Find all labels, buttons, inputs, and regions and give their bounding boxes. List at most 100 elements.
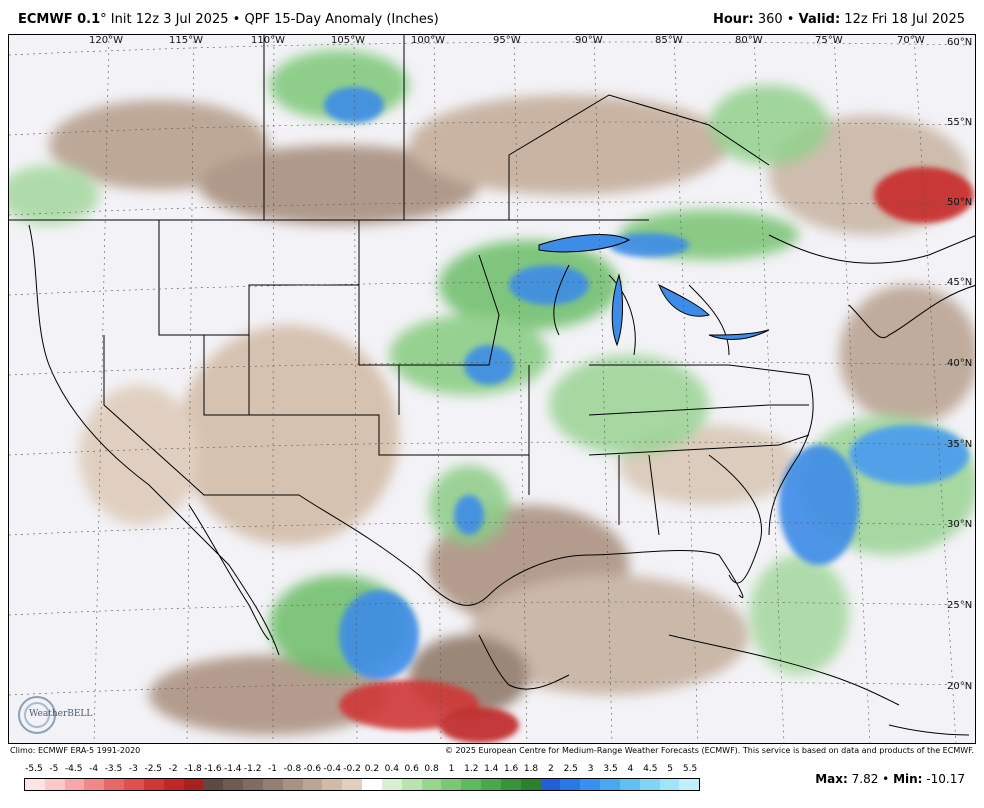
colorbar-segment bbox=[362, 779, 382, 790]
colorbar-tick-label: -4 bbox=[89, 764, 99, 774]
colorbar-segment bbox=[243, 779, 263, 790]
lon-label: 100°W bbox=[411, 35, 445, 46]
colorbar-segment bbox=[143, 779, 164, 790]
colorbar-segment bbox=[84, 779, 105, 790]
colorbar-tick-label: 1 bbox=[448, 764, 455, 774]
colorbar-tick-label: 0.8 bbox=[424, 764, 439, 774]
colorbar-tick-label: 0.4 bbox=[384, 764, 399, 774]
lon-label: 90°W bbox=[575, 35, 603, 46]
degree-symbol: ° bbox=[100, 12, 107, 27]
colorbar-segment bbox=[639, 779, 660, 790]
anomaly-map: 120°W 115°W 110°W 105°W 100°W 95°W 90°W … bbox=[8, 34, 976, 744]
colorbar-tick-label: 0.2 bbox=[364, 764, 380, 774]
max-label: Max: bbox=[815, 772, 848, 786]
hour-value: 360 bbox=[757, 12, 783, 27]
colorbar-tick-label: -1.8 bbox=[184, 764, 202, 774]
colorbar-segment bbox=[481, 779, 501, 790]
colorbar-tick-label: -0.8 bbox=[283, 764, 302, 774]
colorbar-tick-label: 4 bbox=[627, 764, 634, 774]
separator: • bbox=[882, 772, 890, 786]
lat-label: 40°N bbox=[947, 358, 973, 369]
colorbar-tick-label: -1 bbox=[268, 764, 278, 774]
colorbar-segment bbox=[600, 779, 620, 790]
valid-value: 12z Fri 18 Jul 2025 bbox=[844, 12, 965, 27]
colorbar-segment bbox=[421, 779, 442, 790]
colorbar-tick-label: 1.2 bbox=[464, 764, 479, 774]
colorbar-tick-label: -3.5 bbox=[104, 764, 123, 774]
colorbar-segment bbox=[223, 779, 244, 790]
colorbar-tick-label: -2.5 bbox=[144, 764, 163, 774]
colorbar-segment bbox=[679, 779, 700, 790]
colorbar-tick-label: 5 bbox=[667, 764, 674, 774]
title-right: Hour: 360 • Valid: 12z Fri 18 Jul 2025 bbox=[713, 12, 965, 27]
colorbar-segment bbox=[461, 779, 482, 790]
lat-label: 25°N bbox=[947, 600, 973, 611]
product-name: QPF 15-Day Anomaly (Inches) bbox=[244, 12, 439, 27]
lon-label: 110°W bbox=[251, 35, 285, 46]
colorbar-segment bbox=[104, 779, 125, 790]
model-name: ECMWF 0.1 bbox=[18, 12, 101, 27]
lon-label: 120°W bbox=[89, 35, 123, 46]
colorbar-segment bbox=[302, 779, 323, 790]
colorbar-tick-label: -4.5 bbox=[64, 764, 83, 774]
colorbar-tick-label: 2.5 bbox=[563, 764, 578, 774]
lat-label: 45°N bbox=[947, 277, 973, 288]
map-field bbox=[9, 35, 975, 743]
lat-label: 35°N bbox=[947, 439, 973, 450]
colorbar-segment bbox=[322, 779, 343, 790]
lat-label: 60°N bbox=[947, 37, 973, 48]
colorbar-tick-label: -1.6 bbox=[204, 764, 222, 774]
logo-text: WeatherBELL bbox=[29, 709, 93, 719]
colorbar-tick-label: -0.6 bbox=[303, 764, 322, 774]
colorbar-segment bbox=[580, 779, 601, 790]
lon-label: 95°W bbox=[493, 35, 521, 46]
separator: • bbox=[232, 12, 241, 27]
colorbar-segment bbox=[500, 779, 521, 790]
colorbar-segment bbox=[163, 779, 184, 790]
min-label: Min: bbox=[893, 772, 923, 786]
colorbar-tick-label: -0.4 bbox=[323, 764, 341, 774]
colorbar-segment bbox=[183, 779, 204, 790]
colorbar-segment bbox=[441, 779, 462, 790]
lat-label: 50°N bbox=[947, 197, 973, 208]
lon-label: 85°W bbox=[655, 35, 683, 46]
colorbar-tick-label: 5.5 bbox=[682, 764, 698, 774]
colorbar-tick-label: 3 bbox=[587, 764, 594, 774]
colorbar-segment bbox=[401, 779, 422, 790]
colorbar-segment bbox=[540, 779, 561, 790]
colorbar-segment bbox=[342, 779, 363, 790]
colorbar bbox=[24, 778, 700, 791]
colorbar-tick-label: -5 bbox=[49, 764, 59, 774]
colorbar-tick-label: 0.6 bbox=[404, 764, 419, 774]
colorbar-tick-label: -0.2 bbox=[343, 764, 361, 774]
colorbar-segment bbox=[64, 779, 85, 790]
colorbar-segment bbox=[203, 779, 224, 790]
boundaries bbox=[9, 35, 975, 736]
great-lakes bbox=[538, 234, 770, 347]
graticule bbox=[9, 35, 975, 743]
colorbar-segment bbox=[124, 779, 144, 790]
hour-label: Hour: bbox=[713, 12, 754, 27]
colorbar-tick-label: -1.4 bbox=[223, 764, 242, 774]
colorbar-tick-label: 1.6 bbox=[503, 764, 519, 774]
init-time: Init 12z 3 Jul 2025 bbox=[110, 12, 229, 27]
climo-note: Climo: ECMWF ERA-5 1991-2020 bbox=[10, 746, 141, 755]
lon-label: 70°W bbox=[897, 35, 925, 46]
lat-label: 30°N bbox=[947, 519, 973, 530]
lon-label: 105°W bbox=[331, 35, 365, 46]
colorbar-tick-label: 1.8 bbox=[523, 764, 539, 774]
colorbar-segment bbox=[381, 779, 402, 790]
colorbar-segment bbox=[262, 779, 283, 790]
colorbar-segment bbox=[44, 779, 65, 790]
separator: • bbox=[786, 12, 795, 27]
colorbar-tick-label: 4.5 bbox=[643, 764, 658, 774]
copyright-note: © 2025 European Centre for Medium-Range … bbox=[445, 746, 974, 755]
colorbar-segment bbox=[282, 779, 303, 790]
lat-label: 55°N bbox=[947, 117, 973, 128]
weatherbell-logo: WeatherBELL bbox=[15, 695, 105, 735]
colorbar-tick-label: 3.5 bbox=[603, 764, 618, 774]
max-min-readout: Max: 7.82 • Min: -10.17 bbox=[815, 772, 965, 786]
colorbar-tick-label: -2 bbox=[168, 764, 178, 774]
min-value: -10.17 bbox=[926, 772, 965, 786]
title-left: ECMWF 0.1° Init 12z 3 Jul 2025 • QPF 15-… bbox=[18, 12, 439, 27]
